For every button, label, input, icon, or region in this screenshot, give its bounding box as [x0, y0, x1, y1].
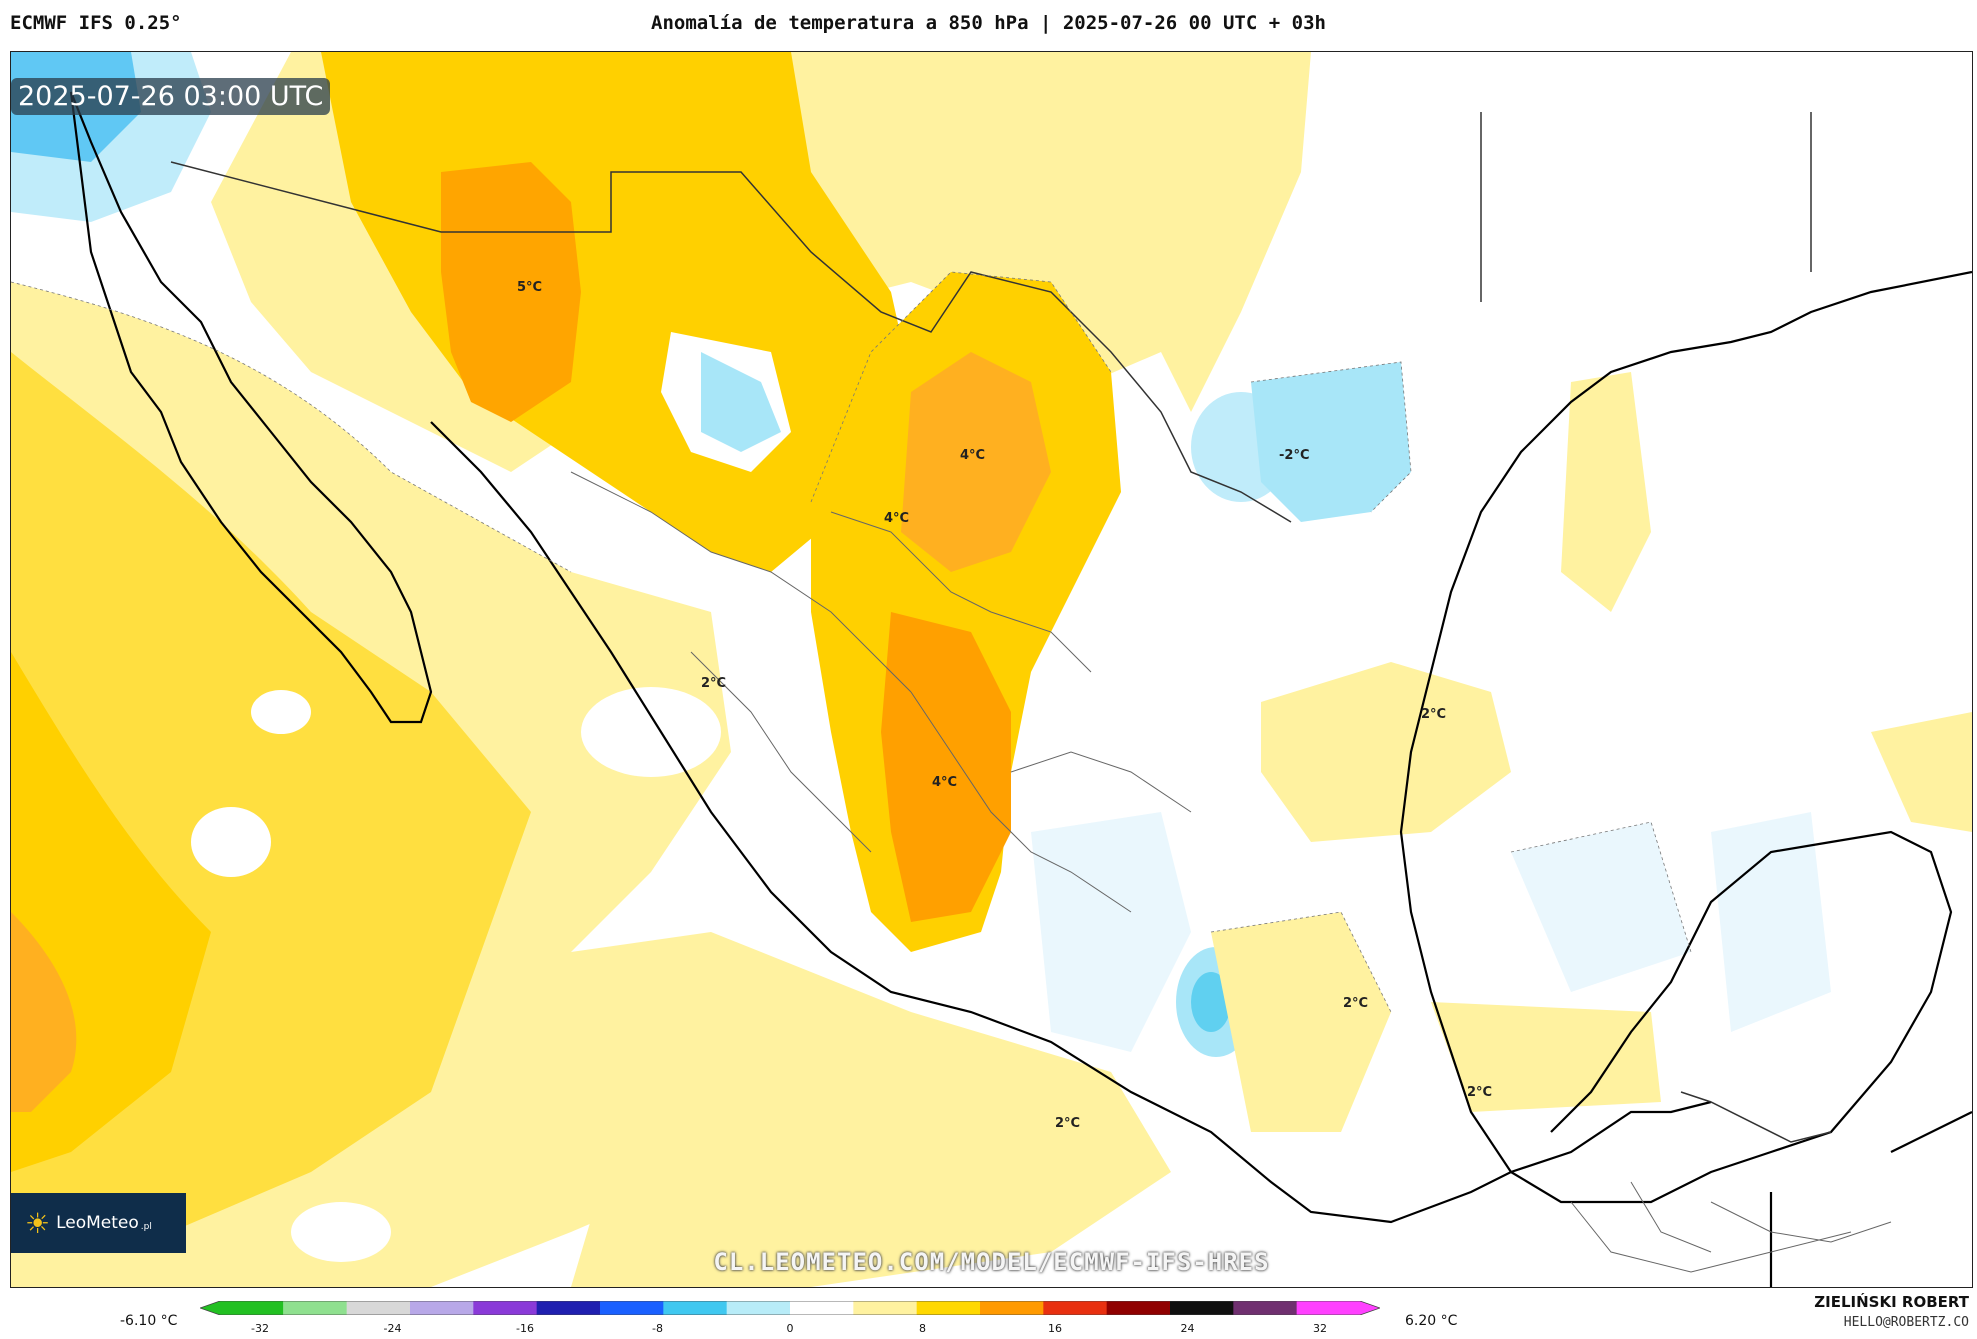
model-name: ECMWF IFS 0.25°: [10, 12, 182, 34]
colorbar-tick-label: 16: [1048, 1322, 1062, 1335]
valid-time-badge: 2025-07-26 03:00 UTC: [11, 78, 331, 115]
colorbar-segment: [1170, 1301, 1234, 1315]
contour-label: 4°C: [960, 448, 986, 463]
colorbar-tick-label: 8: [919, 1322, 926, 1335]
colorbar-segment: [1043, 1301, 1108, 1315]
colorbar-segment: [790, 1301, 854, 1315]
colorbar-segment: [536, 1301, 601, 1315]
contour-label: 2°C: [1055, 1116, 1081, 1131]
contour-label: 2°C: [1467, 1085, 1493, 1100]
colorbar-segment: [1296, 1301, 1380, 1315]
colorbar: [200, 1301, 1380, 1315]
logo-suffix: .pl: [140, 1222, 152, 1232]
colorbar-segment: [200, 1301, 284, 1315]
colorbar-segment: [1106, 1301, 1171, 1315]
contour-label: 4°C: [932, 775, 958, 790]
colorbar-segment: [410, 1301, 474, 1315]
colorbar-segment: [600, 1301, 664, 1315]
colorbar-min-label: -6.10 °C: [120, 1313, 178, 1329]
contour-label: 5°C: [517, 280, 543, 295]
colorbar-segment: [726, 1301, 791, 1315]
header: ECMWF IFS 0.25° Anomalía de temperatura …: [0, 0, 1977, 50]
contour-label: 2°C: [1421, 707, 1447, 722]
colorbar-max-label: 6.20 °C: [1405, 1313, 1458, 1329]
watermark-url[interactable]: CL.LEOMETEO.COM/MODEL/ECMWF-IFS-HRES: [713, 1248, 1270, 1276]
contour-label: -2°C: [1279, 448, 1310, 463]
contour-label: 2°C: [1343, 996, 1369, 1011]
colorbar-segment: [346, 1301, 411, 1315]
colorbar-segment: [1233, 1301, 1298, 1315]
colorbar-tick-label: 24: [1180, 1322, 1195, 1335]
colorbar-tick-label: -16: [516, 1322, 534, 1335]
contour-label: 4°C: [884, 511, 910, 526]
colorbar-tick-label: -8: [652, 1322, 663, 1335]
colorbar-tick-label: 32: [1313, 1322, 1327, 1335]
colorbar-segment: [853, 1301, 918, 1315]
author-name: ZIELIŃSKI ROBERT: [1814, 1293, 1969, 1311]
colorbar-tick-label: -32: [251, 1322, 269, 1335]
colorbar-segment: [916, 1301, 981, 1315]
colorbar-tick-label: 0: [786, 1322, 794, 1335]
sun-icon: ☀: [25, 1206, 51, 1240]
colorbar-segment: [663, 1301, 728, 1315]
chart-title: Anomalía de temperatura a 850 hPa | 2025…: [651, 12, 1326, 34]
contour-label: 2°C: [701, 676, 727, 691]
anomaly-field: [11, 52, 1972, 1287]
leometeo-logo: ☀ LeoMeteo .pl: [11, 1193, 186, 1253]
colorbar-segment: [283, 1301, 348, 1315]
colorbar-segment: [980, 1301, 1044, 1315]
map-canvas[interactable]: 2025-07-26 03:00 UTC 5°C 4°C 4°C 4°C 2°C…: [10, 51, 1973, 1288]
logo-text: LeoMeteo: [56, 1213, 139, 1233]
author-email[interactable]: HELLO@ROBERTZ.CO: [1843, 1315, 1969, 1330]
colorbar-segment: [473, 1301, 538, 1315]
colorbar-tick-label: -24: [383, 1322, 402, 1335]
